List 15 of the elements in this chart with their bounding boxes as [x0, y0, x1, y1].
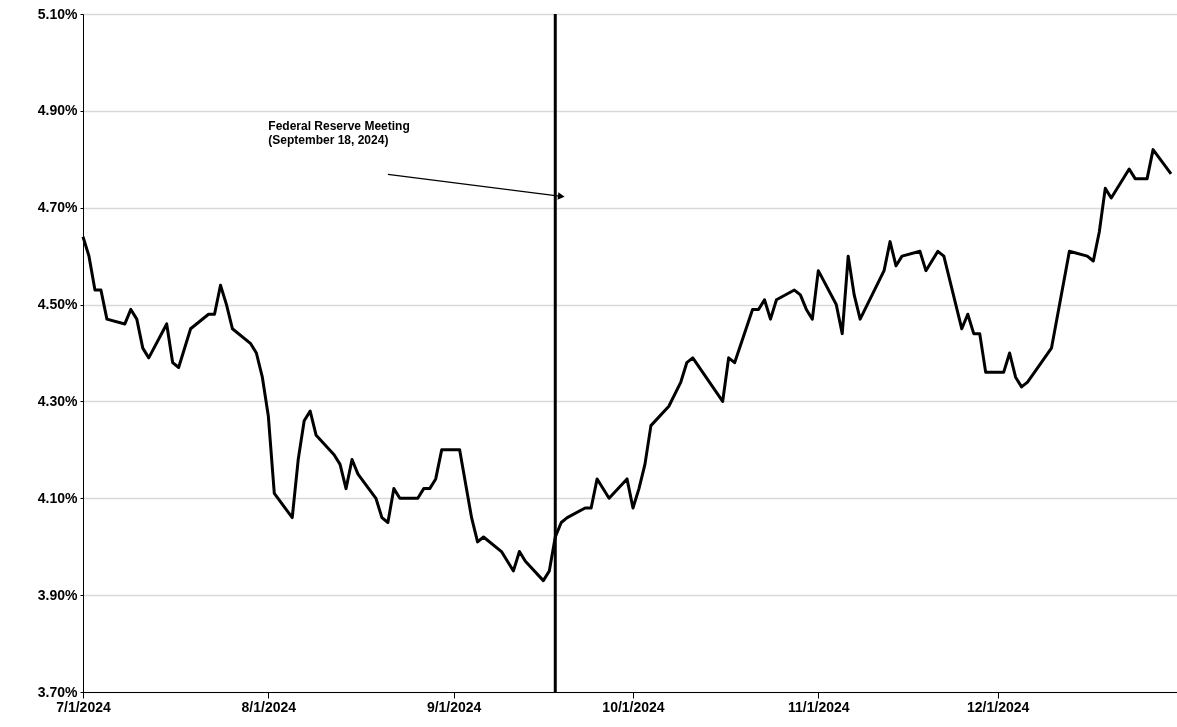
y-tick-label: 4.70%	[37, 199, 79, 216]
x-tick-label: 7/1/2024	[56, 698, 111, 715]
x-tick-label: 11/1/2024	[788, 698, 850, 715]
y-tick-label: 4.10%	[37, 489, 79, 506]
ref-line-label: Federal Reserve Meeting (September 18, 2024)	[268, 119, 410, 148]
x-tick-label: 10/1/2024	[602, 698, 665, 715]
y-tick-label: 4.90%	[37, 102, 79, 119]
y-tick-label: 4.30%	[37, 392, 79, 409]
x-tick-label: 8/1/2024	[241, 698, 297, 715]
x-tick-label: 12/1/2024	[967, 698, 1030, 715]
y-tick-label: 3.90%	[37, 586, 79, 603]
y-tick-label: 5.10%	[37, 5, 79, 22]
x-tick-label: 9/1/2024	[426, 698, 482, 715]
y-tick-label: 3.70%	[37, 683, 79, 700]
y-tick-label: 4.50%	[37, 296, 79, 313]
